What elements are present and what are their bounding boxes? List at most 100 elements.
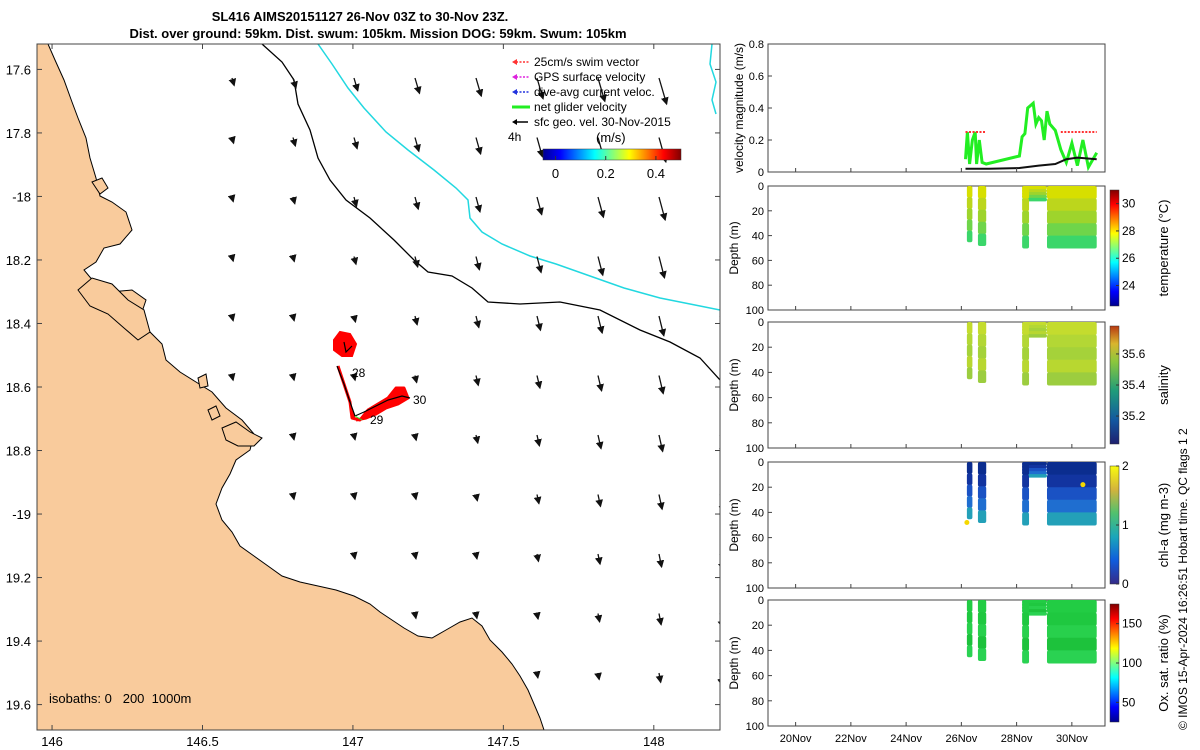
depth-y-tick-label: 20 [752, 620, 764, 632]
map-y-tick-label: 18.8 [6, 444, 31, 459]
depth-profile-cell [1046, 359, 1097, 373]
current-arrow [410, 551, 419, 560]
depth-y-tick-label: 0 [758, 317, 764, 329]
current-arrow [290, 77, 298, 90]
colorbar-tick-label: 50 [1122, 695, 1136, 709]
day-label-30: 30 [413, 393, 427, 407]
current-arrow [350, 256, 359, 266]
depth-profile-cell [1046, 210, 1097, 224]
depth-profile-cell [966, 230, 973, 243]
map-y-tick-label: 18.4 [6, 316, 31, 331]
current-arrow [412, 256, 420, 269]
legend-swatch-head [512, 59, 517, 65]
isobath-1000m [317, 44, 720, 311]
depth-y-tick-label: 80 [752, 558, 764, 570]
colorbar-tick-label: 30 [1122, 197, 1136, 211]
depth-profile-cell [977, 498, 987, 511]
depth-profile-cell [966, 367, 973, 380]
depth-profile-cell [966, 462, 973, 474]
depth-profile-cell [1046, 625, 1097, 639]
map-x-tick-label: 146.5 [186, 734, 219, 749]
colorbar-tick-label: 0 [1122, 577, 1129, 591]
island [221, 421, 263, 447]
day-label-28: 28 [352, 366, 366, 380]
depth-y-tick-label: 20 [752, 482, 764, 494]
current-arrow [349, 372, 358, 382]
current-arrow [596, 375, 604, 393]
map-y-tick-label: -19 [12, 507, 31, 522]
island [207, 405, 221, 421]
map-y-tick-label: 19.6 [6, 698, 31, 713]
current-arrow [596, 315, 605, 335]
track-swim-vectors [336, 365, 410, 422]
depth-panel-3: 0 20 40 60 80 100 Depth (m) 0 1 2 chl-a (mg m-3) [727, 457, 1171, 595]
current-arrow [719, 316, 720, 319]
depth-y-tick-label: 40 [752, 645, 764, 657]
map-x-tick-label: 147.5 [487, 734, 520, 749]
series-net-glider-velocity [964, 100, 1098, 172]
depth-y-tick-label: 60 [752, 393, 764, 405]
current-arrow [536, 137, 545, 158]
speed-colorbar [542, 148, 682, 161]
colorbar-label: temperature (°C) [1156, 200, 1171, 297]
depth-profile-cell [1022, 235, 1030, 249]
velocity-y-label: velocity magnitude (m/s) [732, 43, 746, 173]
current-arrow [474, 196, 483, 214]
depth-profile-cell [966, 473, 973, 486]
velocity-y-tick-label: 0.4 [749, 103, 764, 115]
depth-profile-cell [977, 197, 987, 211]
colorbar-tick-label: 0 [552, 166, 559, 181]
depth-profile-cell [966, 219, 973, 232]
depth-profile-cell [977, 346, 987, 359]
depth-profile-cell [966, 507, 973, 520]
depth-y-tick-label: 0 [758, 595, 764, 607]
isobath-200m [261, 44, 720, 381]
current-arrow [410, 491, 419, 501]
depth-profile-cell [977, 221, 987, 235]
depth-profile-cell [1022, 625, 1030, 639]
map-y-tick-label: 18.2 [6, 253, 31, 268]
depth-profile-cell [1022, 512, 1030, 526]
depth-profile-cell [1046, 462, 1097, 476]
depth-y-tick-label: 40 [752, 507, 764, 519]
track-line [343, 341, 353, 354]
depth-profile-cell [1046, 612, 1097, 626]
current-arrow [228, 135, 236, 145]
depth-y-tick-label: 20 [752, 342, 764, 354]
depth-profile-cell [977, 486, 987, 499]
current-arrow [410, 611, 419, 620]
depth-profile-cell [1022, 637, 1030, 651]
velocity-y-tick-label: 0.2 [749, 135, 764, 147]
current-arrow [594, 553, 603, 566]
current-arrow [594, 613, 603, 624]
legend-label: net glider velocity [534, 100, 627, 114]
current-arrow [475, 77, 484, 98]
colorbar-title: (m/s) [596, 130, 626, 145]
colorbar-tick-label: 2 [1122, 459, 1129, 473]
chl-high-point [1080, 482, 1086, 488]
current-arrow [656, 553, 665, 569]
current-arrow [595, 494, 603, 508]
depth-y-label: Depth (m) [727, 221, 741, 274]
depth-profile-cell [1046, 474, 1097, 488]
legend-label: sfc geo. vel. 30-Nov-2015 [534, 115, 671, 129]
depth-panel-1: 0 20 40 60 80 100 Depth (m) 24 26 28 30 temperature… [727, 181, 1171, 317]
current-arrow [655, 672, 664, 684]
current-arrow [594, 672, 602, 681]
depth-y-tick-label: 40 [752, 231, 764, 243]
current-arrow [719, 137, 720, 140]
figure-title-line1: SL416 AIMS20151127 26-Nov 03Z to 30-Nov … [211, 9, 509, 24]
depth-y-label: Depth (m) [727, 498, 741, 551]
current-arrow [657, 434, 666, 453]
depth-profile-cell [977, 209, 987, 223]
coastline-land [37, 44, 545, 730]
depth-profile-cell [977, 624, 987, 637]
legend-label: dive-avg current veloc. [534, 85, 655, 99]
depth-profile-cell [1022, 462, 1030, 476]
velocity-y-tick-label: 0.8 [749, 39, 764, 51]
current-arrow [351, 196, 359, 208]
depth-profile-cell [966, 600, 973, 612]
depth-profile-cell [977, 600, 987, 613]
